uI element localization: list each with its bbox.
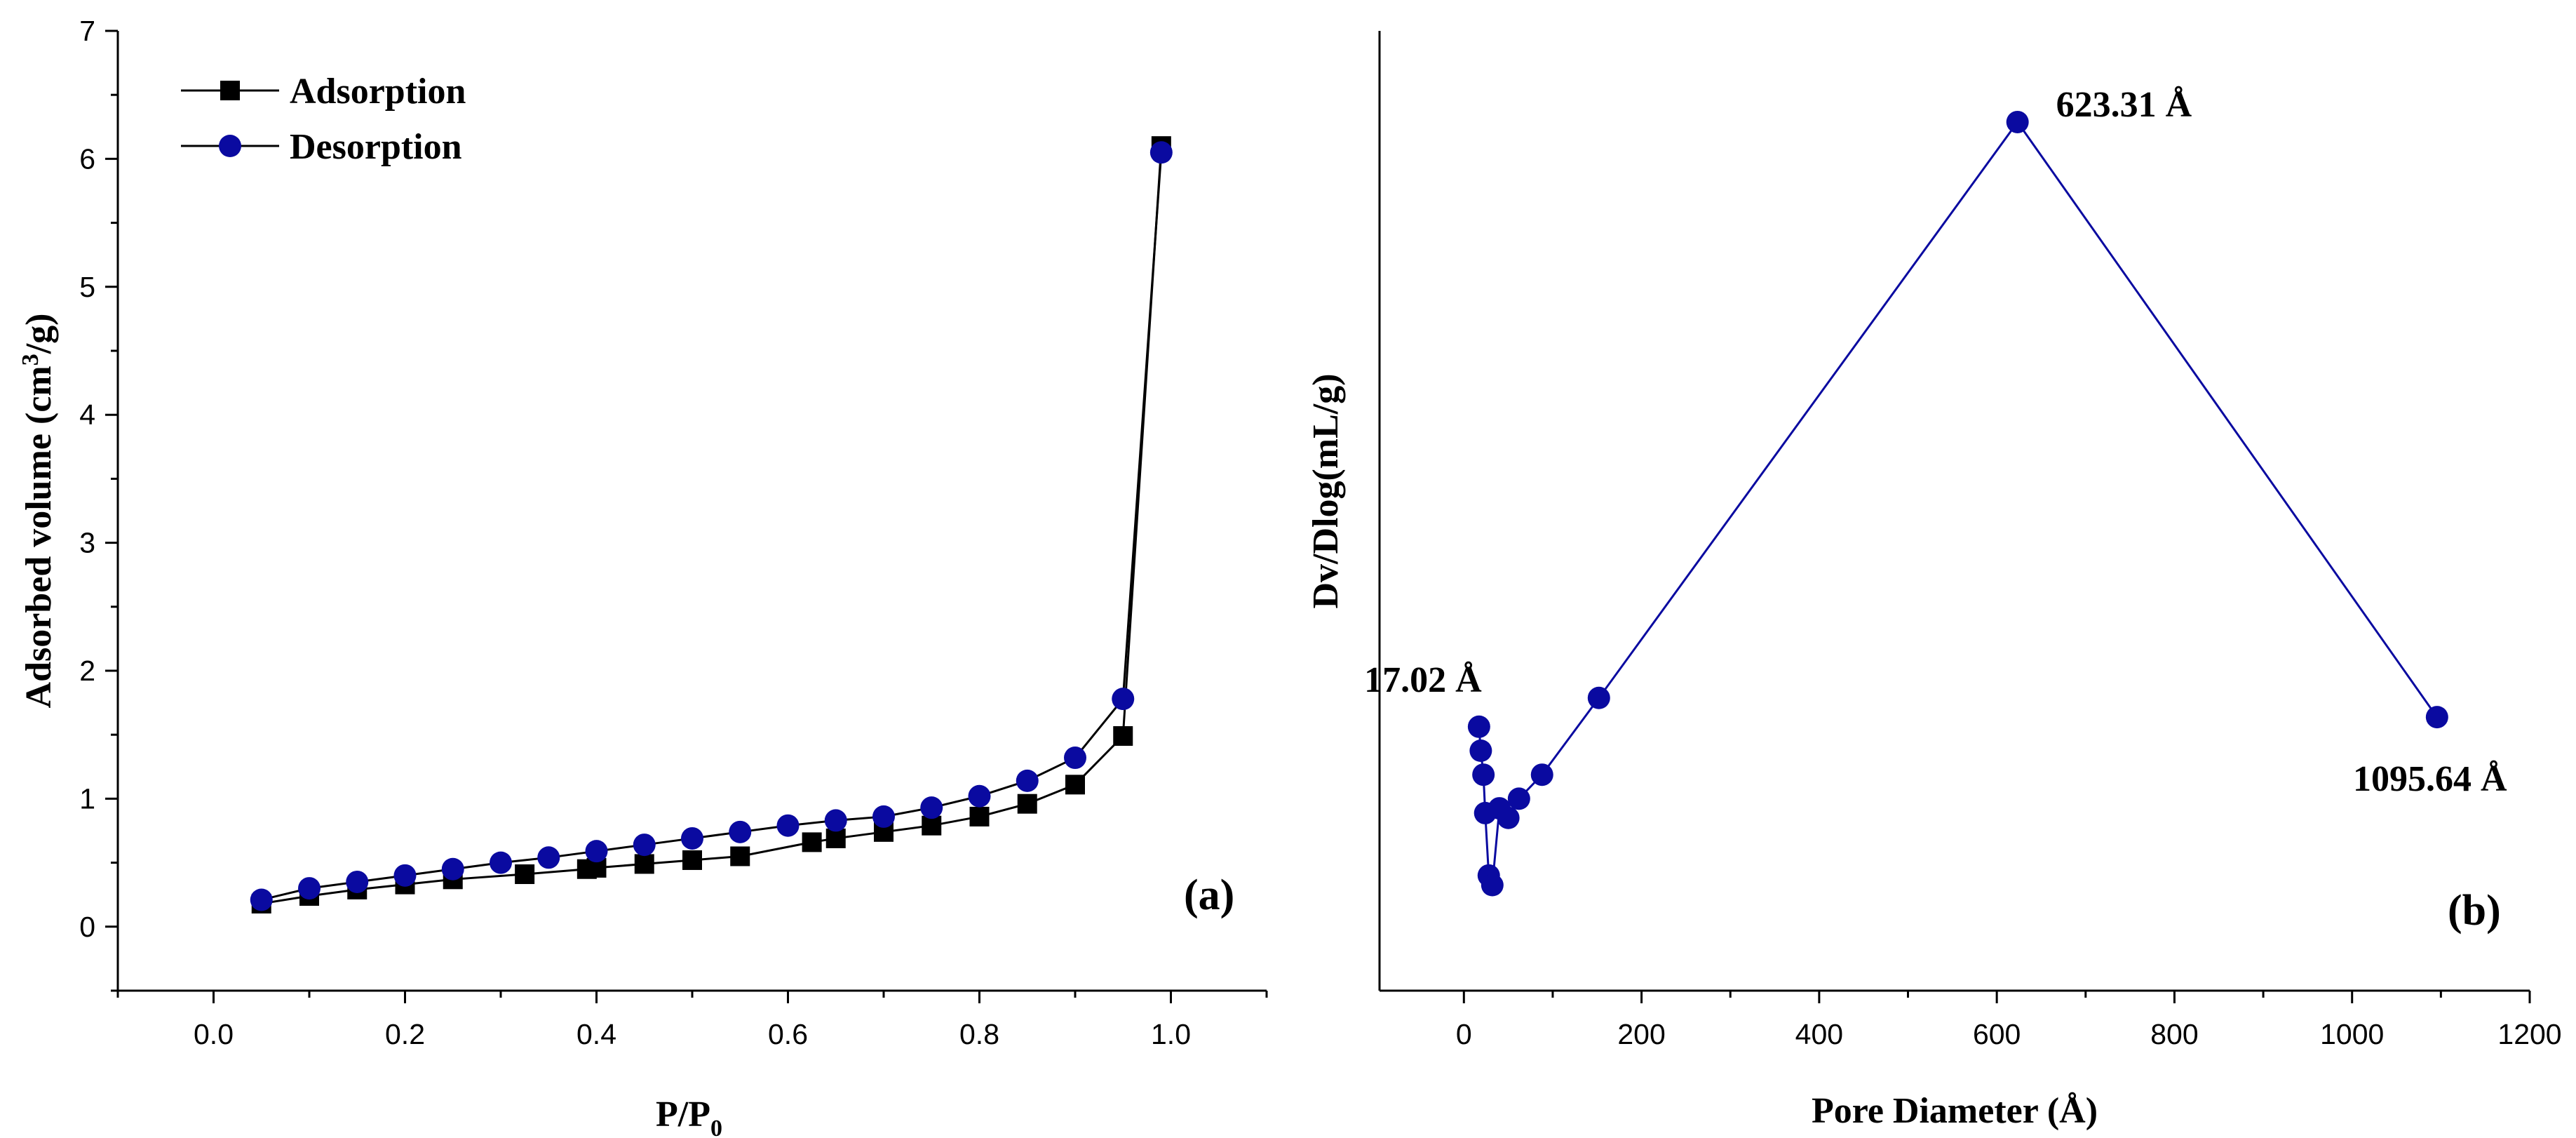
- pore-size-point: [2425, 706, 2448, 729]
- panel-a-legend: Adsorption Desorption: [181, 72, 466, 167]
- adsorption-point: [1065, 775, 1085, 795]
- desorption-point: [729, 820, 752, 843]
- adsorption-point: [634, 854, 654, 874]
- desorption-point: [537, 846, 560, 869]
- adsorption-point: [515, 864, 535, 885]
- panel-a-y-axis-title-end: /g): [19, 314, 59, 355]
- panel-b-y-axis-title: Dv/Dlog(mL/g): [1306, 373, 1346, 608]
- pore-size-point: [1472, 763, 1495, 786]
- panel-b-x-tick-label: 800: [2150, 1018, 2198, 1050]
- adsorption-point: [682, 850, 702, 870]
- panel-a-y-axis-title-sup: 3: [18, 354, 43, 366]
- desorption-point: [1016, 769, 1039, 792]
- desorption-point: [393, 864, 417, 887]
- panel-b-x-tick-label: 1200: [2497, 1018, 2561, 1050]
- panel-a-y-axis-title: Adsorbed volume (cm3/g): [18, 314, 59, 709]
- panel-b-annotations: 17.02 Å 623.31 Å 1095.64 Å: [1364, 85, 2507, 799]
- adsorption-point: [969, 806, 990, 826]
- pore-size-point: [2006, 110, 2029, 133]
- panel-a-x-ticks: 0.0 0.2 0.4 0.6 0.8 1.0: [116, 991, 1268, 1050]
- pore-size-point: [1587, 686, 1610, 709]
- panel-a-y-tick-label: 2: [79, 655, 95, 687]
- desorption-point: [1064, 747, 1086, 770]
- panel-a-y-tick-label: 7: [79, 15, 95, 47]
- panel-a-y-tick-label: 0: [79, 911, 95, 943]
- pore-size-point: [1481, 873, 1504, 897]
- panel-b-x-tick-label: 1000: [2320, 1018, 2384, 1050]
- panel-a-y-tick-label: 6: [79, 142, 95, 175]
- panel-b-annotation: 623.31 Å: [2056, 85, 2192, 125]
- adsorption-point: [922, 815, 942, 836]
- pore-size-point: [1530, 763, 1553, 786]
- adsorption-point: [1113, 726, 1133, 747]
- panel-b-x-tick-label: 600: [1973, 1018, 2021, 1050]
- panel-a-x-tick-label: 0.0: [194, 1018, 234, 1050]
- legend-adsorption-marker: [220, 81, 240, 100]
- desorption-point: [1112, 688, 1135, 711]
- panel-a-y-tick-label: 5: [79, 271, 95, 303]
- adsorption-point: [802, 832, 822, 852]
- desorption-point: [824, 809, 847, 832]
- panel-a-y-axis-title-main: Adsorbed volume (cm: [19, 366, 59, 708]
- panel-a-x-tick-label: 0.2: [385, 1018, 425, 1050]
- desorption-point: [681, 826, 703, 850]
- panel-a-y-tick-label: 1: [79, 782, 95, 815]
- desorption-point: [298, 877, 321, 900]
- adsorption-point: [1017, 794, 1037, 814]
- panel-a-y-tick-label: 4: [79, 399, 95, 431]
- adsorption-point: [825, 828, 846, 848]
- panel-a-y-ticks: 0 1 2 3 4 5 6 7: [79, 15, 118, 992]
- pore-size-point: [1507, 787, 1530, 810]
- panel-b-pore-size-distribution: 0 200 400 600 800 1000 1200 17.02 Å 623.31 Å 109…: [1306, 31, 2562, 1131]
- panel-a-x-tick-label: 0.4: [576, 1018, 616, 1050]
- panel-b-series: [1467, 110, 2448, 897]
- adsorption-point: [730, 846, 750, 866]
- panel-a-series: [250, 136, 1173, 913]
- pore-size-point: [1467, 715, 1490, 738]
- panel-a-x-axis-title-sub: 0: [710, 1116, 722, 1138]
- panel-b-annotation: 1095.64 Å: [2353, 759, 2507, 799]
- panel-a-x-tick-label: 0.6: [768, 1018, 808, 1050]
- pore-size-point: [1469, 739, 1492, 762]
- panel-b-x-tick-label: 400: [1795, 1018, 1843, 1050]
- desorption-point: [585, 840, 608, 863]
- panel-a-x-tick-label: 1.0: [1151, 1018, 1191, 1050]
- desorption-point: [920, 796, 943, 819]
- panel-a-x-axis-title-main: P/P: [656, 1095, 710, 1134]
- panel-b-x-axis-title: Pore Diameter (Å): [1812, 1091, 2098, 1131]
- pore-size-point: [1497, 806, 1520, 829]
- panel-b-label: (b): [2448, 887, 2501, 935]
- desorption-point: [441, 857, 464, 881]
- desorption-point: [346, 870, 369, 893]
- desorption-point: [872, 805, 895, 828]
- panel-b-x-ticks: 0 200 400 600 800 1000 1200: [1456, 991, 2562, 1050]
- desorption-point: [490, 851, 512, 874]
- panel-b-x-tick-label: 200: [1617, 1018, 1665, 1050]
- desorption-point: [968, 784, 991, 808]
- desorption-point: [776, 814, 800, 837]
- panel-a-x-axis-title: P/P0: [656, 1095, 722, 1138]
- panel-b-series-line: [1478, 120, 2439, 886]
- desorption-point: [633, 834, 656, 857]
- panel-b-annotation: 17.02 Å: [1364, 660, 1482, 700]
- panel-a-y-tick-label: 3: [79, 527, 95, 559]
- panel-a-x-tick-label: 0.8: [959, 1018, 999, 1050]
- legend-desorption-marker: [219, 135, 241, 157]
- desorption-point: [1149, 141, 1173, 164]
- legend-adsorption-label: Adsorption: [290, 72, 466, 112]
- desorption-point: [250, 888, 273, 911]
- panel-b-x-tick-label: 0: [1456, 1018, 1472, 1050]
- panel-a-adsorption-isotherm: 0.0 0.2 0.4 0.6 0.8 1.0 0 1 2 3 4 5 6 7 Adsorption D…: [18, 15, 1268, 1138]
- panel-a-label: (a): [1184, 871, 1234, 919]
- legend-desorption-label: Desorption: [290, 127, 462, 167]
